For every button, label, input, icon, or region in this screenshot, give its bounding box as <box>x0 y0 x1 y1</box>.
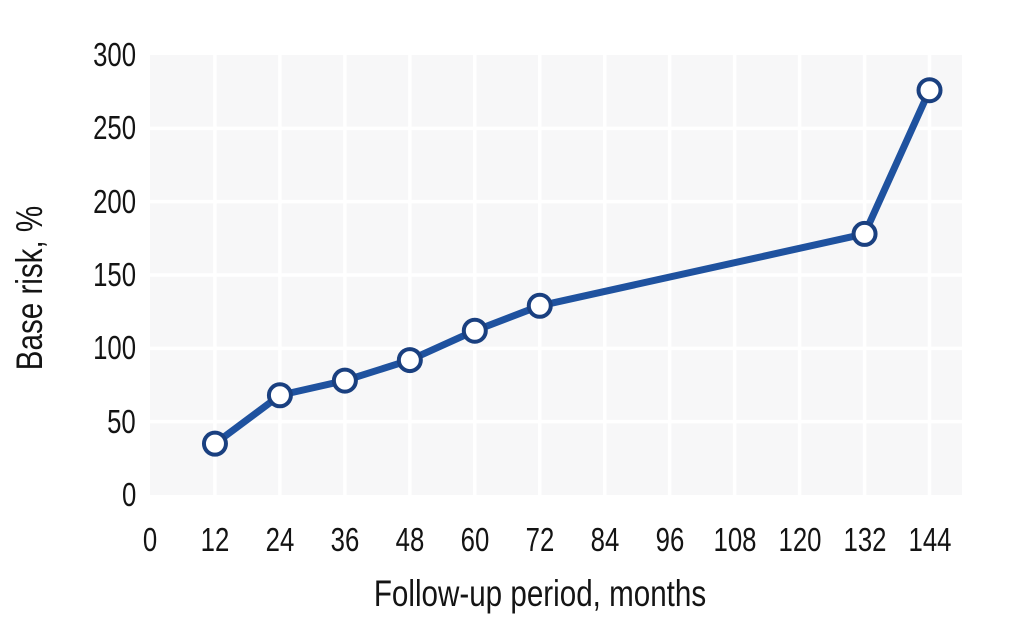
data-point-marker <box>201 430 228 457</box>
line-chart <box>150 55 962 495</box>
data-point-marker <box>851 220 878 247</box>
x-tick-label: 36 <box>330 521 360 558</box>
y-tick-label: 200 <box>93 182 136 220</box>
x-tick-label: 108 <box>713 521 757 558</box>
x-tick-label: 84 <box>590 521 620 558</box>
x-tick-label: 72 <box>525 521 555 558</box>
y-tick-label: 250 <box>93 109 136 147</box>
y-tick-label: 150 <box>93 256 136 293</box>
x-tick-label: 48 <box>395 521 425 558</box>
data-point-marker <box>396 347 423 374</box>
data-point-marker <box>916 77 943 104</box>
y-axis-title: Base risk, % <box>9 205 50 371</box>
y-tick-label: 100 <box>93 329 136 367</box>
x-tick-label: 144 <box>908 521 951 558</box>
x-tick-label: 24 <box>265 521 295 558</box>
data-point-marker <box>331 367 358 394</box>
y-tick-label: 0 <box>121 476 136 513</box>
x-tick-label: 96 <box>655 521 684 558</box>
data-point-marker <box>461 317 488 344</box>
y-tick-label: 300 <box>93 36 136 73</box>
x-tick-label: 120 <box>778 521 822 558</box>
data-point-marker <box>526 292 553 319</box>
x-tick-label: 60 <box>460 521 490 558</box>
y-tick-label: 50 <box>107 402 136 440</box>
x-tick-label: 12 <box>200 521 230 558</box>
x-tick-label: 0 <box>142 521 158 558</box>
data-point-marker <box>266 382 293 409</box>
x-tick-label: 132 <box>843 521 887 558</box>
x-axis-title: Follow-up period, months <box>373 573 707 614</box>
